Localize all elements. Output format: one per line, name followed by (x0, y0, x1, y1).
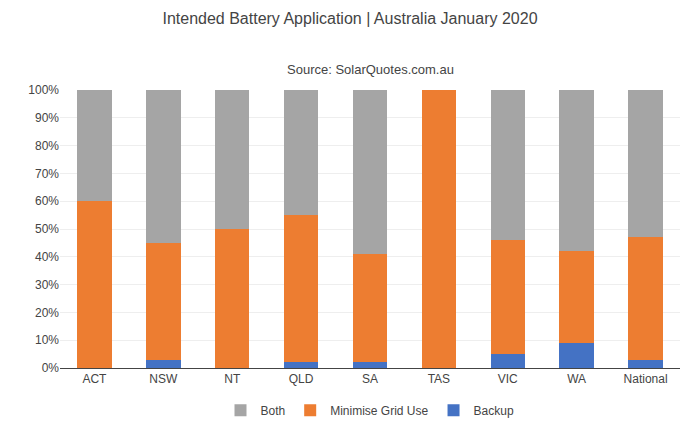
svg-text:National: National (624, 372, 668, 386)
svg-text:60%: 60% (35, 194, 59, 208)
svg-text:Minimise Grid Use: Minimise Grid Use (330, 404, 428, 418)
svg-text:VIC: VIC (498, 372, 518, 386)
svg-text:Source: SolarQuotes.com.au: Source: SolarQuotes.com.au (287, 62, 454, 77)
svg-text:30%: 30% (35, 278, 59, 292)
svg-text:20%: 20% (35, 306, 59, 320)
svg-text:SA: SA (362, 372, 378, 386)
svg-text:Intended Battery Application |: Intended Battery Application | Australia… (162, 10, 537, 27)
svg-text:WA: WA (567, 372, 586, 386)
svg-text:QLD: QLD (289, 372, 314, 386)
svg-text:NSW: NSW (149, 372, 178, 386)
svg-text:Both: Both (261, 404, 286, 418)
svg-text:90%: 90% (35, 111, 59, 125)
svg-text:100%: 100% (28, 83, 59, 97)
svg-text:0%: 0% (42, 361, 60, 375)
svg-text:Backup: Backup (474, 404, 514, 418)
svg-text:ACT: ACT (82, 372, 107, 386)
svg-text:50%: 50% (35, 222, 59, 236)
svg-text:NT: NT (224, 372, 241, 386)
svg-text:70%: 70% (35, 167, 59, 181)
svg-text:80%: 80% (35, 139, 59, 153)
svg-text:10%: 10% (35, 333, 59, 347)
svg-text:40%: 40% (35, 250, 59, 264)
svg-text:TAS: TAS (428, 372, 450, 386)
